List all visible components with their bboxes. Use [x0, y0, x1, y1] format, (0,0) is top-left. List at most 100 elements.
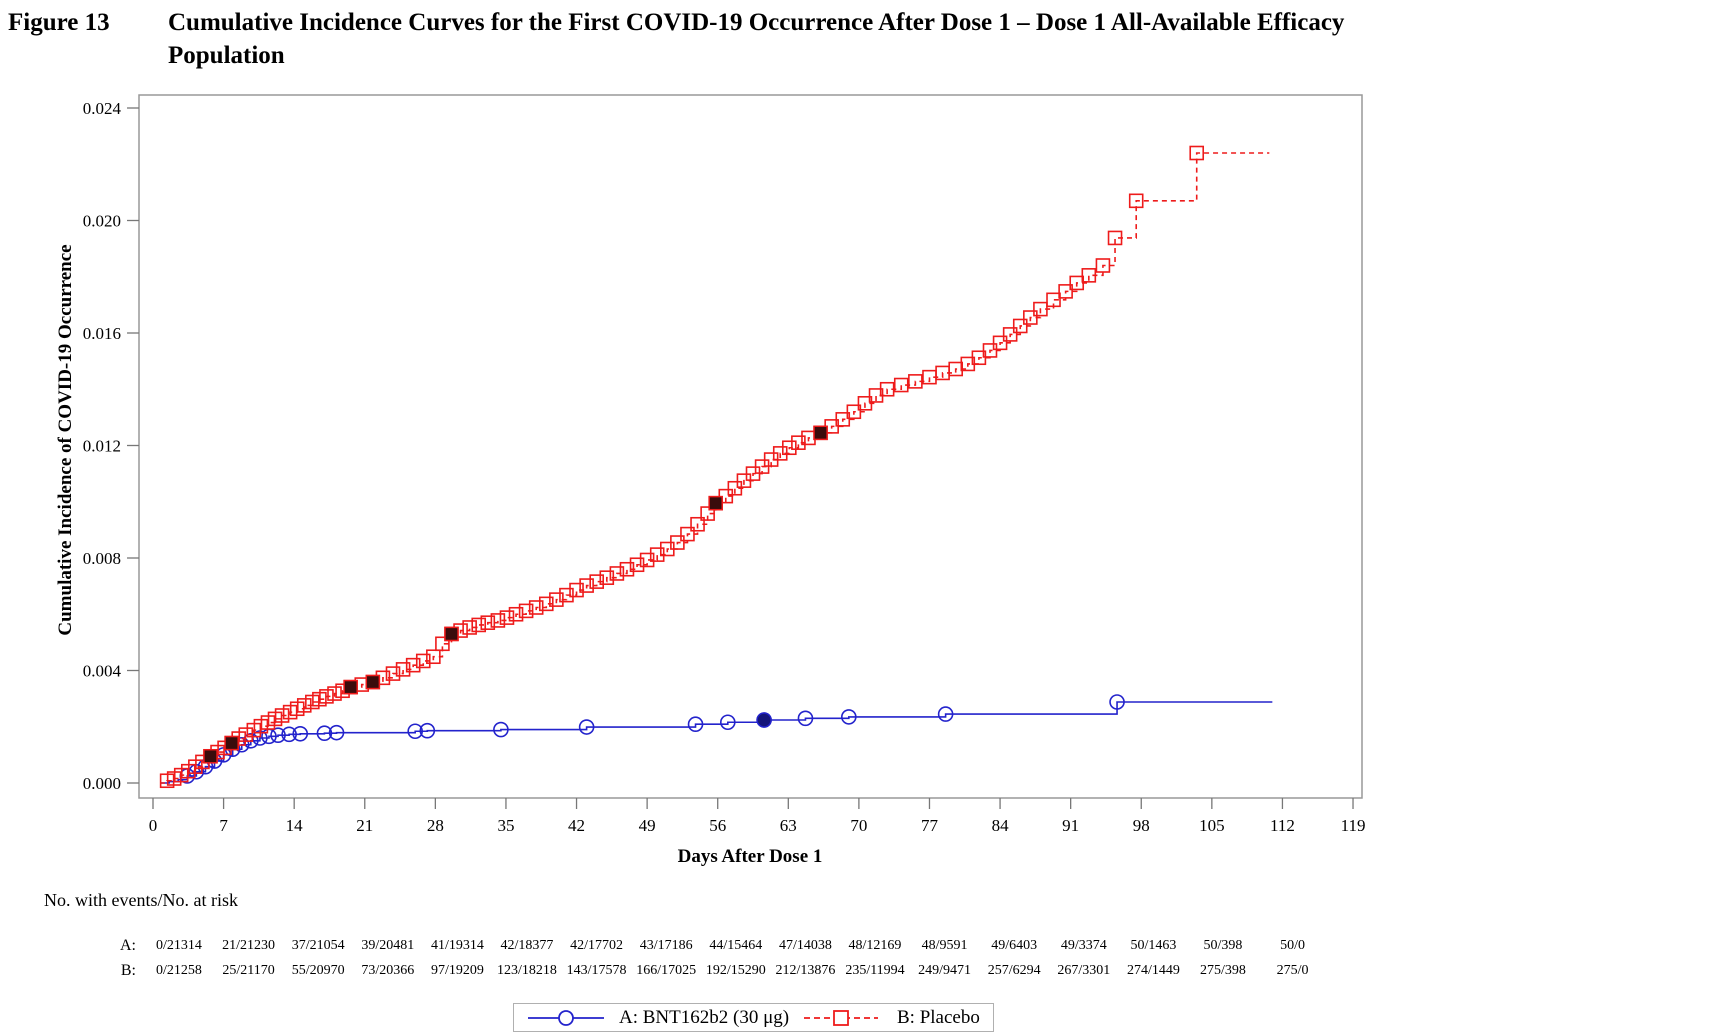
event-marker-circle	[687, 716, 704, 733]
event-marker-square	[589, 574, 605, 589]
risk-value: 274/1449	[1126, 963, 1180, 978]
risk-value: 275/0	[1276, 963, 1309, 978]
figure-title-line1: Cumulative Incidence Curves for the Firs…	[168, 9, 1345, 36]
event-marker-circle	[797, 710, 814, 727]
risk-value: 42/17702	[570, 938, 624, 953]
filled-marker-square	[203, 749, 218, 764]
figure-title-text: Cumulative Incidence Curves for the Firs…	[168, 6, 1344, 72]
risk-table-header: No. with events/No. at risk	[44, 890, 238, 910]
event-marker-circle	[578, 719, 595, 735]
figure-title-line2: Population	[168, 42, 285, 69]
svg-text:0.020: 0.020	[83, 212, 121, 231]
event-marker-square	[1107, 230, 1123, 246]
risk-value: 49/6403	[991, 938, 1038, 953]
y-axis-ticks: 0.000 0.004 0.008 0.012 0.016 0.020 0.024	[83, 99, 139, 793]
series-b-curve	[159, 145, 1270, 789]
risk-value: 48/12169	[848, 938, 902, 953]
risk-value: 21/21230	[222, 938, 276, 953]
event-marker-circle	[841, 709, 857, 725]
event-marker-square	[480, 615, 496, 630]
risk-value: 166/17025	[636, 963, 697, 978]
risk-value: 37/21054	[291, 938, 345, 953]
risk-value: 249/9471	[918, 963, 972, 978]
event-marker-square	[415, 653, 431, 669]
event-marker-circle	[292, 725, 309, 742]
event-marker-square	[639, 552, 655, 568]
risk-value: 192/15290	[705, 963, 766, 978]
svg-text:0.000: 0.000	[83, 774, 121, 793]
event-marker-square	[1046, 292, 1061, 308]
risk-value: 44/15464	[709, 938, 763, 953]
event-marker-square	[579, 578, 594, 593]
event-marker-square	[982, 343, 998, 358]
event-marker-square	[782, 440, 797, 456]
risk-value: 267/3301	[1057, 963, 1111, 978]
risk-value: 41/19314	[430, 938, 484, 953]
event-marker-square	[727, 480, 743, 496]
svg-text:0: 0	[149, 816, 158, 835]
svg-text:112: 112	[1270, 816, 1295, 835]
event-marker-square	[462, 620, 477, 635]
event-marker-square	[238, 727, 254, 742]
filled-marker-circle	[756, 712, 772, 728]
event-marker-square	[1012, 318, 1028, 334]
risk-value: 257/6294	[987, 963, 1041, 978]
svg-text:119: 119	[1341, 816, 1366, 835]
x-axis-label: Days After Dose 1	[677, 846, 823, 867]
event-marker-square	[835, 412, 851, 427]
svg-text:35: 35	[497, 816, 514, 835]
event-marker-square	[908, 374, 923, 389]
risk-value: 42/18377	[500, 938, 554, 953]
event-marker-square	[471, 617, 487, 633]
event-marker-square	[508, 606, 524, 622]
svg-text:98: 98	[1133, 816, 1150, 835]
event-marker-circle	[937, 706, 954, 722]
svg-text:91: 91	[1062, 816, 1079, 835]
svg-text:49: 49	[639, 816, 656, 835]
svg-text:0.016: 0.016	[83, 324, 121, 343]
risk-value: 212/13876	[775, 963, 836, 978]
svg-text:63: 63	[780, 816, 797, 835]
event-marker-square	[405, 657, 421, 673]
event-marker-square	[948, 361, 964, 377]
risk-value: 123/18218	[497, 963, 557, 978]
legend-label-bnt162b2: A: BNT162b2 (30 μg)	[619, 1006, 790, 1028]
event-marker-circle	[281, 726, 297, 743]
filled-marker-square	[224, 735, 239, 751]
x-axis-ticks: 0 7 14 21 28 35 42 49 56 63 70 77 84 91 98 105 112 119	[149, 798, 1366, 835]
event-marker-square	[327, 686, 342, 701]
filled-marker-square	[365, 674, 381, 690]
event-marker-square	[879, 381, 895, 397]
svg-text:77: 77	[921, 816, 939, 835]
event-marker-square	[772, 446, 788, 461]
event-marker-square	[670, 535, 685, 550]
event-marker-square	[700, 506, 715, 521]
filled-marker-square	[444, 626, 459, 642]
event-marker-square	[528, 600, 544, 615]
event-marker-square	[499, 610, 515, 625]
event-marker-circle	[328, 724, 345, 741]
event-marker-square	[395, 662, 411, 677]
event-marker-circle	[316, 725, 333, 742]
event-marker-square	[559, 587, 574, 603]
event-marker-square	[690, 516, 705, 532]
svg-text:21: 21	[356, 816, 373, 835]
event-marker-square	[1189, 145, 1205, 161]
event-marker-square	[274, 708, 290, 723]
filled-marker-square	[813, 425, 828, 441]
risk-row-label: B:	[120, 962, 136, 979]
event-marker-square	[857, 396, 873, 411]
event-marker-square	[319, 689, 334, 704]
event-marker-square	[1058, 284, 1073, 299]
risk-value: 47/14038	[778, 938, 832, 953]
svg-text:7: 7	[219, 816, 228, 835]
filled-marker-square	[708, 495, 723, 511]
legend-swatch-line-circle-icon	[528, 1009, 604, 1026]
svg-text:28: 28	[427, 816, 444, 835]
event-marker-square	[791, 435, 806, 450]
risk-value: 0/21314	[156, 938, 202, 953]
risk-value: 73/20366	[361, 963, 415, 978]
event-marker-square	[1023, 310, 1038, 325]
